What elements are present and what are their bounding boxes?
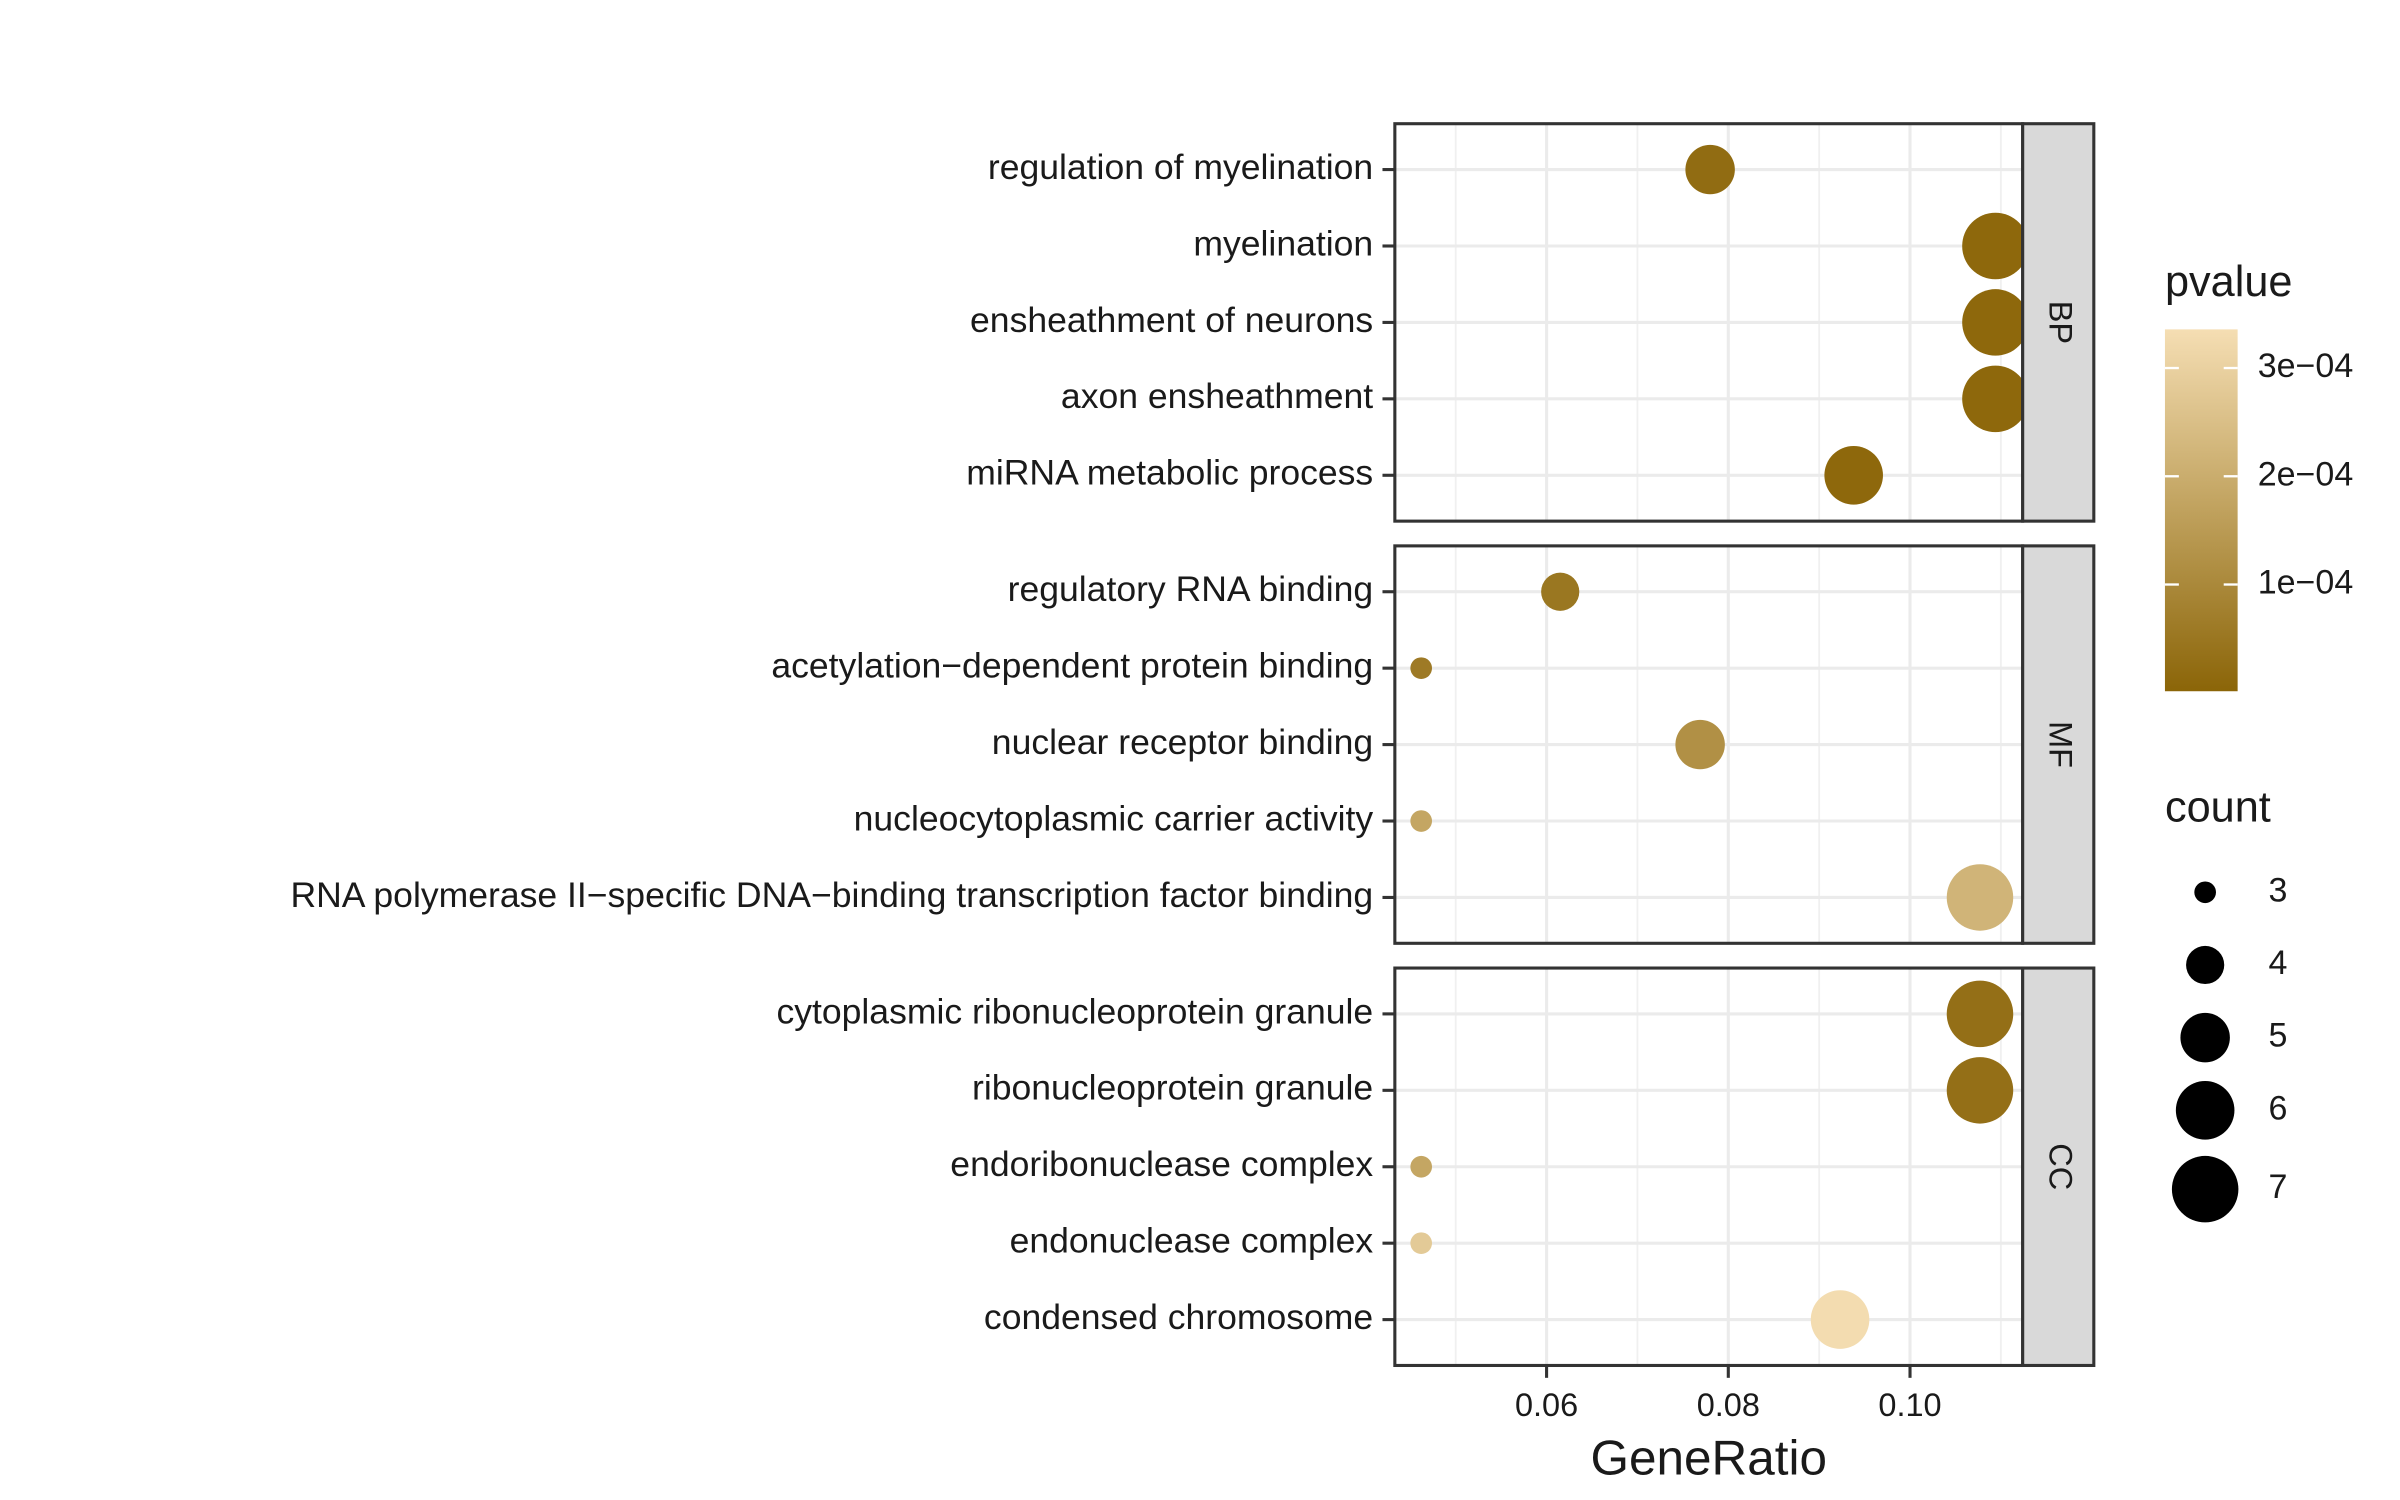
strip-label: BP (2043, 301, 2079, 344)
size-key (2186, 945, 2225, 985)
dot (1410, 1232, 1433, 1255)
y-tick-label: cytoplasmic ribonucleoprotein granule (776, 991, 1373, 1031)
dot (1962, 289, 2029, 356)
size-label: 4 (2269, 944, 2288, 982)
dot (1962, 365, 2029, 433)
dot (1410, 657, 1433, 679)
y-tick-label: ribonucleoprotein granule (972, 1068, 1373, 1108)
y-tick-label: nuclear receptor binding (992, 722, 1373, 762)
strip (2021, 544, 2096, 945)
legend-title: pvalue (2165, 258, 2293, 306)
dot (1946, 980, 2014, 1048)
dot (1946, 1057, 2014, 1124)
size-label: 6 (2269, 1089, 2288, 1127)
y-tick-label: endoribonuclease complex (950, 1144, 1373, 1184)
y-tick-label: axon ensheathment (1061, 376, 1373, 416)
strip-label: CC (2043, 1143, 2079, 1190)
strip (2021, 966, 2096, 1368)
colorbar (2164, 329, 2238, 692)
size-key (2194, 881, 2216, 904)
size-label: 7 (2269, 1168, 2288, 1206)
size-key (2175, 1081, 2235, 1140)
y-tick-label: ensheathment of neurons (970, 300, 1373, 340)
dot (1946, 864, 2014, 931)
strip-label: MF (2043, 721, 2079, 768)
dot (1541, 572, 1580, 611)
y-tick-label: RNA polymerase II−specific DNA−binding t… (290, 875, 1373, 915)
dot (1410, 810, 1433, 832)
size-label: 3 (2269, 871, 2288, 909)
y-tick-label: myelination (1193, 223, 1373, 263)
y-tick-label: regulation of myelination (988, 147, 1373, 187)
dot (1675, 719, 1725, 770)
dot (1962, 212, 2029, 280)
y-tick-label: condensed chromosome (984, 1297, 1373, 1337)
size-key (2171, 1155, 2239, 1223)
colorbar-label: 3e−04 (2258, 347, 2354, 385)
y-tick-label: miRNA metabolic process (966, 453, 1373, 493)
x-tick-label: 0.10 (1878, 1387, 1941, 1423)
legend-title: count (2165, 784, 2271, 832)
x-axis-title: GeneRatio (1591, 1430, 1828, 1485)
dot (1824, 445, 1883, 505)
colorbar-label: 1e−04 (2258, 563, 2354, 601)
y-tick-label: nucleocytoplasmic carrier activity (854, 798, 1374, 838)
size-key (2180, 1012, 2230, 1063)
y-tick-label: regulatory RNA binding (1008, 569, 1374, 609)
dot (1685, 144, 1735, 195)
size-label: 5 (2269, 1017, 2288, 1055)
strip (2021, 122, 2096, 523)
x-tick-label: 0.06 (1515, 1387, 1578, 1423)
y-tick-label: acetylation−dependent protein binding (771, 646, 1373, 686)
y-tick-label: endonuclease complex (1010, 1221, 1374, 1261)
dot (1410, 1155, 1433, 1178)
x-tick-label: 0.08 (1697, 1387, 1760, 1423)
colorbar-label: 2e−04 (2258, 455, 2354, 493)
dot (1810, 1290, 1870, 1349)
